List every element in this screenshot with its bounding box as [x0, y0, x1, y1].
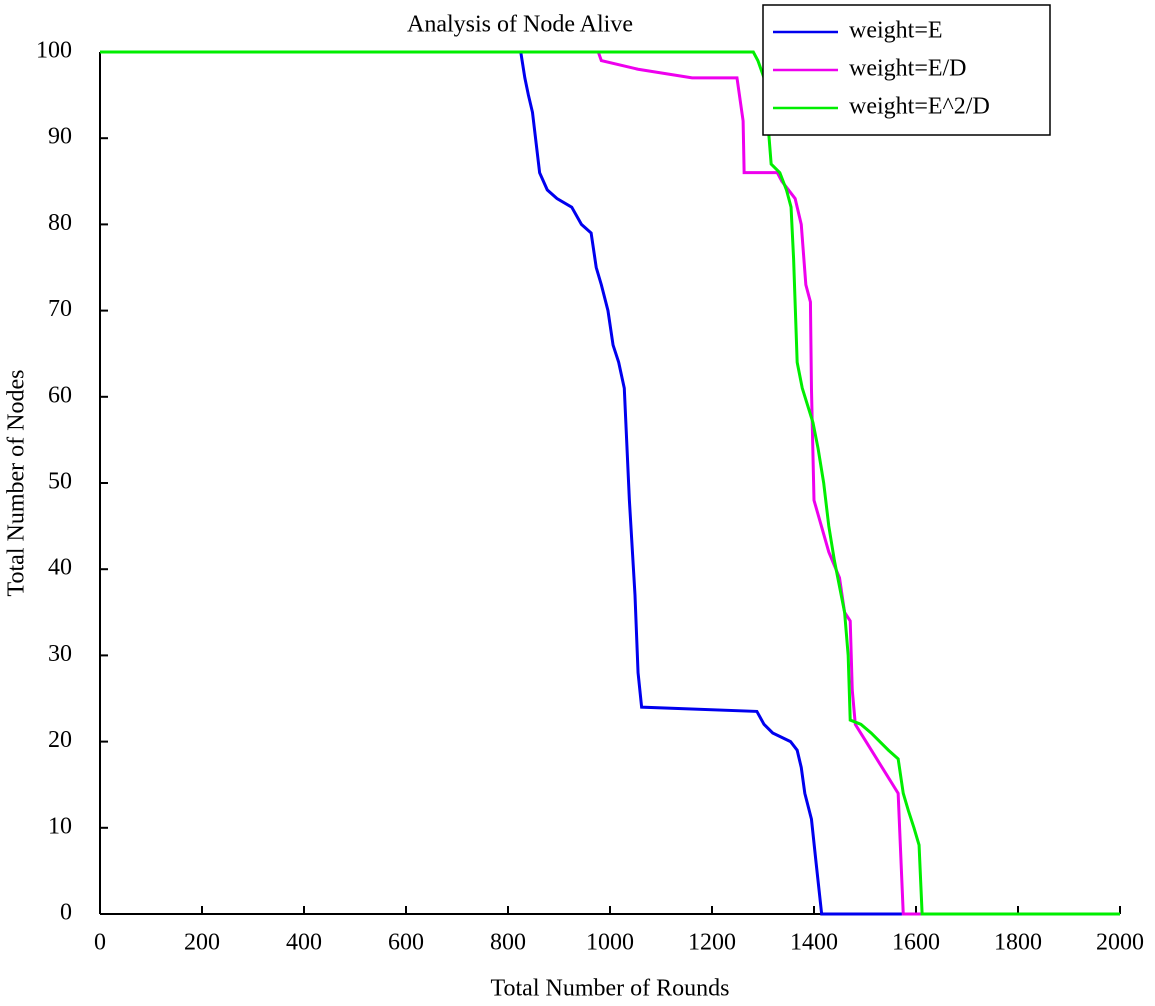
- x-tick-label: 1400: [790, 930, 838, 956]
- y-tick-label: 70: [48, 296, 72, 322]
- y-tick-label: 80: [48, 210, 72, 236]
- data-line: [100, 50, 1120, 916]
- x-tick-label: 200: [184, 930, 220, 956]
- y-tick-label: 0: [60, 900, 72, 926]
- data-line: [100, 50, 1120, 916]
- x-tick-label: 1000: [586, 930, 634, 956]
- y-tick-label: 90: [48, 124, 72, 150]
- x-tick-label: 1600: [892, 930, 940, 956]
- y-tick-label: 20: [48, 727, 72, 753]
- x-tick-label: 2000: [1096, 930, 1144, 956]
- data-line: [100, 50, 1120, 916]
- legend-label: weight=E: [849, 18, 943, 44]
- x-axis-label: Total Number of Rounds: [491, 976, 730, 1002]
- y-tick-label: 100: [36, 38, 72, 64]
- legend-label: weight=E/D: [849, 56, 967, 82]
- x-tick-label: 0: [94, 930, 106, 956]
- legend-label: weight=E^2/D: [849, 94, 990, 120]
- y-axis-label: Total Number of Nodes: [4, 370, 30, 597]
- x-tick-label: 1800: [994, 930, 1042, 956]
- y-tick-label: 40: [48, 555, 72, 581]
- x-tick-label: 1200: [688, 930, 736, 956]
- x-tick-label: 400: [286, 930, 322, 956]
- chart-title: Analysis of Node Alive: [407, 12, 633, 38]
- y-tick-label: 50: [48, 469, 72, 495]
- x-tick-label: 600: [388, 930, 424, 956]
- y-tick-label: 30: [48, 641, 72, 667]
- y-tick-label: 60: [48, 382, 72, 408]
- y-tick-label: 10: [48, 813, 72, 839]
- x-tick-label: 800: [490, 930, 526, 956]
